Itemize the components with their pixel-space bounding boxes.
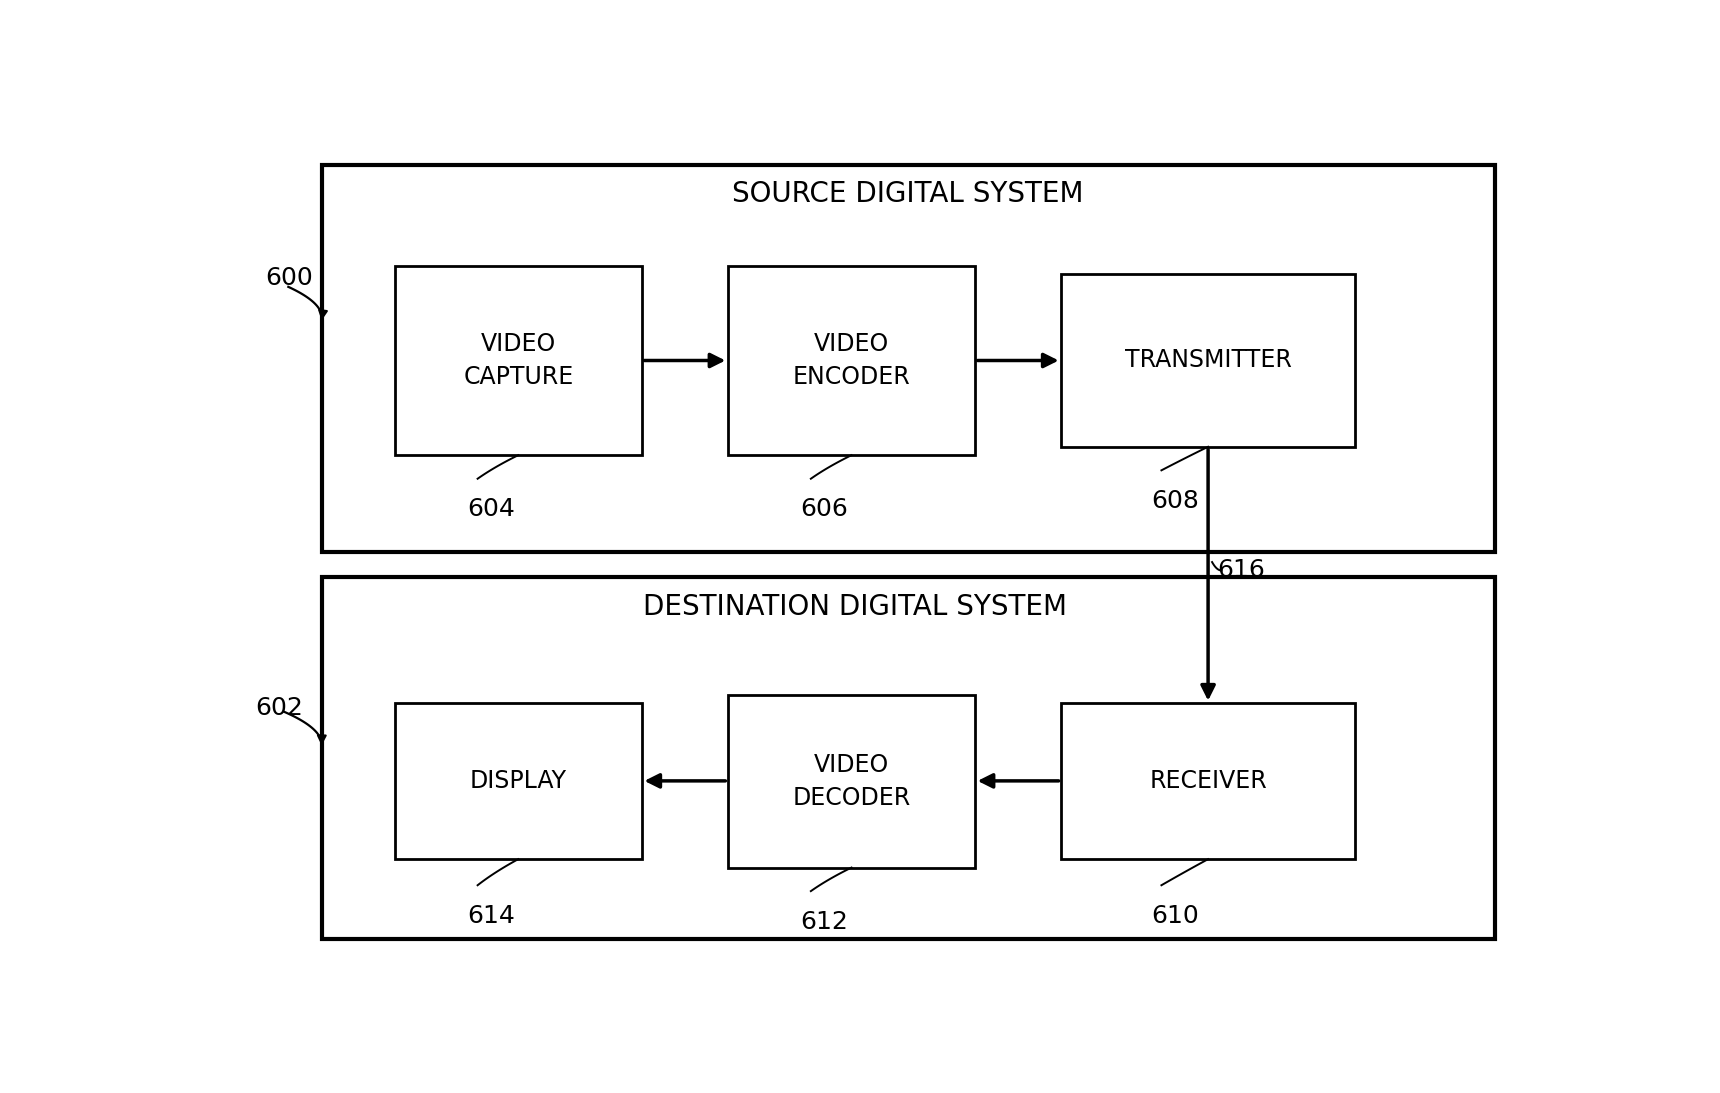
Text: RECEIVER: RECEIVER — [1149, 769, 1268, 794]
Text: 606: 606 — [800, 497, 848, 521]
Bar — [728, 266, 975, 455]
Bar — [1061, 274, 1355, 447]
Text: 604: 604 — [468, 497, 514, 521]
Text: 610: 610 — [1151, 904, 1199, 928]
Text: 616: 616 — [1218, 559, 1266, 583]
Bar — [396, 266, 642, 455]
Text: 614: 614 — [468, 904, 514, 928]
Text: 612: 612 — [800, 909, 848, 933]
Text: 600: 600 — [265, 267, 313, 291]
Text: VIDEO
DECODER: VIDEO DECODER — [793, 753, 910, 810]
Bar — [1061, 704, 1355, 859]
Text: SOURCE DIGITAL SYSTEM: SOURCE DIGITAL SYSTEM — [733, 180, 1084, 209]
Bar — [322, 577, 1495, 939]
Text: 608: 608 — [1151, 489, 1199, 513]
Bar — [396, 704, 642, 859]
Text: TRANSMITTER: TRANSMITTER — [1125, 349, 1292, 373]
Text: VIDEO
CAPTURE: VIDEO CAPTURE — [463, 332, 573, 389]
Text: VIDEO
ENCODER: VIDEO ENCODER — [793, 332, 910, 389]
Bar — [322, 165, 1495, 552]
Bar — [728, 695, 975, 868]
Text: 602: 602 — [255, 695, 303, 719]
Text: DISPLAY: DISPLAY — [470, 769, 568, 794]
Text: DESTINATION DIGITAL SYSTEM: DESTINATION DIGITAL SYSTEM — [643, 592, 1066, 621]
